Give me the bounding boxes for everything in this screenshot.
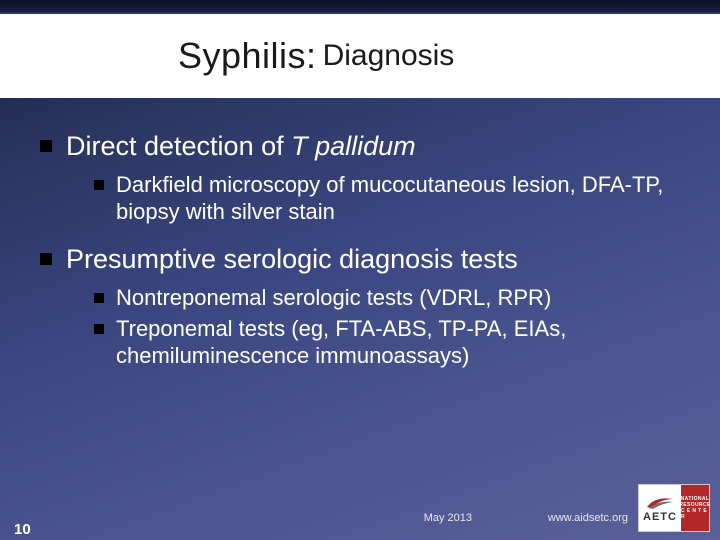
logo-abbrev: AETC	[643, 511, 677, 523]
bullet-level2: Treponemal tests (eg, FTA-ABS, TP-PA, EI…	[94, 316, 680, 370]
slide-number: 10	[14, 521, 31, 538]
bullet-level1: Presumptive serologic diagnosis tests	[40, 243, 680, 277]
slide-title-main: Syphilis:	[178, 35, 317, 77]
top-decoration-band	[0, 0, 720, 14]
content-area: Direct detection of T pallidum Darkfield…	[0, 98, 720, 370]
sub-bullet-group: Darkfield microscopy of mucocutaneous le…	[94, 172, 680, 226]
slide-title-sub: Diagnosis	[323, 39, 455, 73]
bullet-text-italic: T pallidum	[291, 131, 416, 161]
bullet-text: Direct detection of T pallidum	[66, 130, 416, 164]
bullet-text: Presumptive serologic diagnosis tests	[66, 243, 518, 277]
sub-bullet-text: Treponemal tests (eg, FTA-ABS, TP-PA, EI…	[116, 316, 676, 370]
sub-bullet-text: Darkfield microscopy of mucocutaneous le…	[116, 172, 676, 226]
footer-url: www.aidsetc.org	[548, 512, 628, 524]
slide-footer: 10 May 2013 www.aidsetc.org AETC NATIONA…	[0, 492, 720, 540]
square-bullet-icon	[94, 324, 104, 334]
logo-left-panel: AETC	[639, 485, 681, 531]
bullet-level2: Nontreponemal serologic tests (VDRL, RPR…	[94, 285, 680, 312]
bullet-text-prefix: Direct detection of	[66, 131, 291, 161]
bullet-level1: Direct detection of T pallidum	[40, 130, 680, 164]
bullet-text-prefix: Presumptive serologic diagnosis tests	[66, 244, 518, 274]
title-region: Syphilis: Diagnosis	[0, 14, 720, 98]
logo-line: C E N T E R	[681, 508, 709, 520]
aetc-logo: AETC NATIONAL RESOURCE C E N T E R	[638, 484, 710, 532]
logo-right-panel: NATIONAL RESOURCE C E N T E R	[681, 485, 709, 531]
square-bullet-icon	[40, 253, 52, 265]
square-bullet-icon	[94, 180, 104, 190]
footer-date: May 2013	[424, 512, 472, 524]
sub-bullet-group: Nontreponemal serologic tests (VDRL, RPR…	[94, 285, 680, 369]
swoosh-icon	[645, 494, 675, 510]
square-bullet-icon	[94, 293, 104, 303]
square-bullet-icon	[40, 140, 52, 152]
bullet-level2: Darkfield microscopy of mucocutaneous le…	[94, 172, 680, 226]
sub-bullet-text: Nontreponemal serologic tests (VDRL, RPR…	[116, 285, 551, 312]
